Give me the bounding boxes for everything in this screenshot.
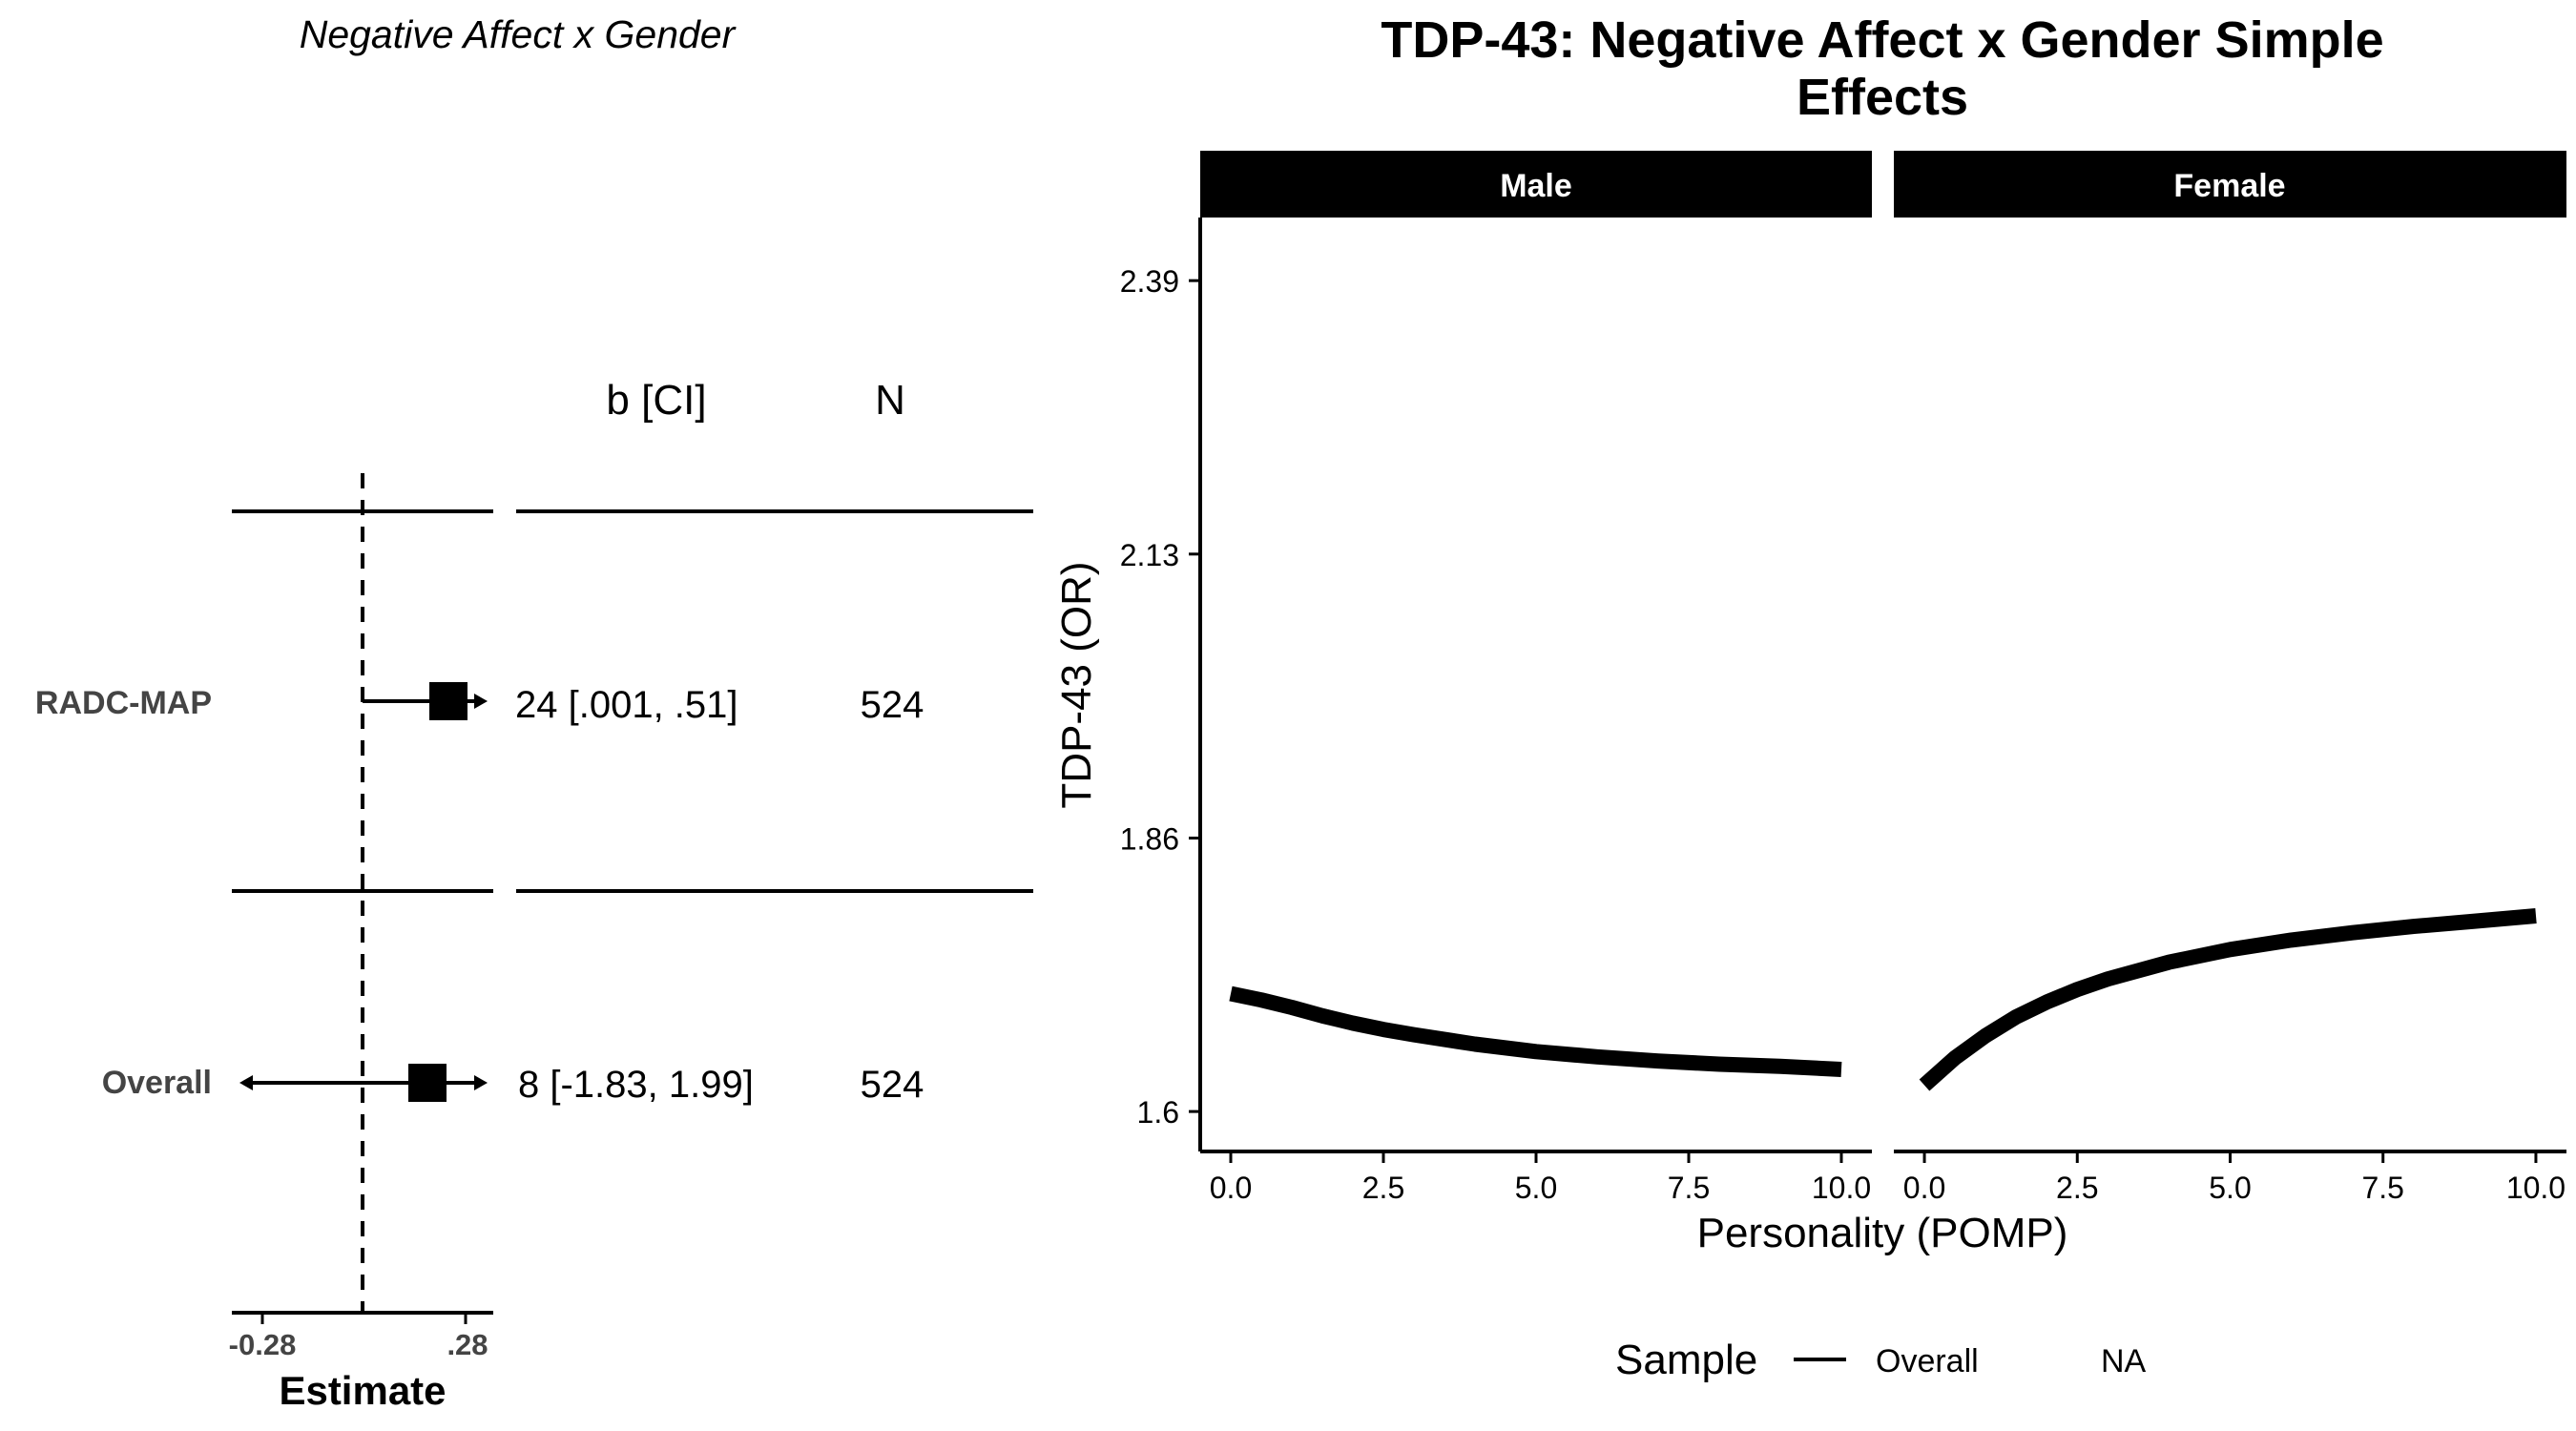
legend-item-na: NA [2101,1343,2147,1379]
forest-row-label-radc-map: RADC-MAP [35,685,212,721]
facet-strip-male [1200,151,1872,218]
facet-strip-label-female: Female [2173,168,2285,204]
forest-row-label-overall: Overall [102,1065,212,1101]
x-tick-label-1-1: 2.5 [2056,1171,2098,1205]
forest-col-header-n: N [875,377,905,424]
facet-strip-female [1894,151,2566,218]
x-tick-label-0-4: 10.0 [1812,1171,1871,1205]
forest-estimate-text-radc-map: 24 [.001, .51] [515,684,738,726]
forest-x-axis-label: Estimate [279,1368,446,1413]
y-tick-label-0: 1.6 [1137,1095,1179,1130]
series-layer [1229,908,2537,1091]
y-tick-label-2: 2.13 [1120,538,1179,572]
legend: Sample Overall NA [1615,1337,2147,1383]
x-tick-label-0-0: 0.0 [1210,1171,1252,1205]
forest-n-radc-map: 524 [861,684,924,726]
y-tick-label-1: 1.86 [1120,821,1179,856]
forest-title: Negative Affect x Gender [300,12,737,56]
x-axis-ticks: 0.0 2.5 5.0 7.5 10.0 0.0 2.5 5.0 7.5 10.0 [1210,1151,2566,1205]
series-line-female [1919,908,2537,1091]
x-tick-label-1-4: 10.0 [2506,1171,2566,1205]
chart-title-line2: Effects [1797,69,1968,126]
forest-estimate-text-overall: 8 [-1.83, 1.99] [518,1064,754,1106]
y-axis-ticks: 1.6 1.86 2.13 2.39 [1120,264,1200,1130]
facet-strip-label-male: Male [1500,168,1572,204]
forest-ci-arrow-left-overall [239,1075,253,1090]
forest-x-tick-label-pos: .28 [447,1328,488,1361]
legend-title: Sample [1615,1337,1757,1383]
forest-col-header-estimate: b [CI] [606,377,706,424]
x-tick-label-0-3: 7.5 [1668,1171,1710,1205]
y-axis-label: TDP-43 (OR) [1053,561,1100,808]
simple-effects-chart: TDP-43: Negative Affect x Gender Simple … [1053,11,2566,1383]
x-tick-label-1-2: 5.0 [2209,1171,2251,1205]
x-tick-label-1-3: 7.5 [2361,1171,2403,1205]
forest-x-tick-label-neg: -0.28 [229,1328,297,1361]
forest-ci-arrow-right-overall [474,1075,488,1090]
chart-title-line1: TDP-43: Negative Affect x Gender Simple [1381,11,2383,69]
x-tick-label-0-1: 2.5 [1362,1171,1404,1205]
forest-n-overall: 524 [861,1064,924,1106]
forest-ci-arrow-radc-map [474,694,488,709]
forest-plot: Negative Affect x Gender b [CI] N RADC-M… [35,12,1033,1413]
x-tick-label-0-2: 5.0 [1515,1171,1557,1205]
x-axis-label: Personality (POMP) [1697,1210,2068,1256]
forest-point-radc-map [429,682,467,720]
legend-item-overall: Overall [1876,1343,1979,1379]
series-line-male [1229,985,1842,1077]
x-tick-label-1-0: 0.0 [1903,1171,1945,1205]
y-tick-label-3: 2.39 [1120,264,1179,299]
forest-point-overall [408,1064,447,1102]
